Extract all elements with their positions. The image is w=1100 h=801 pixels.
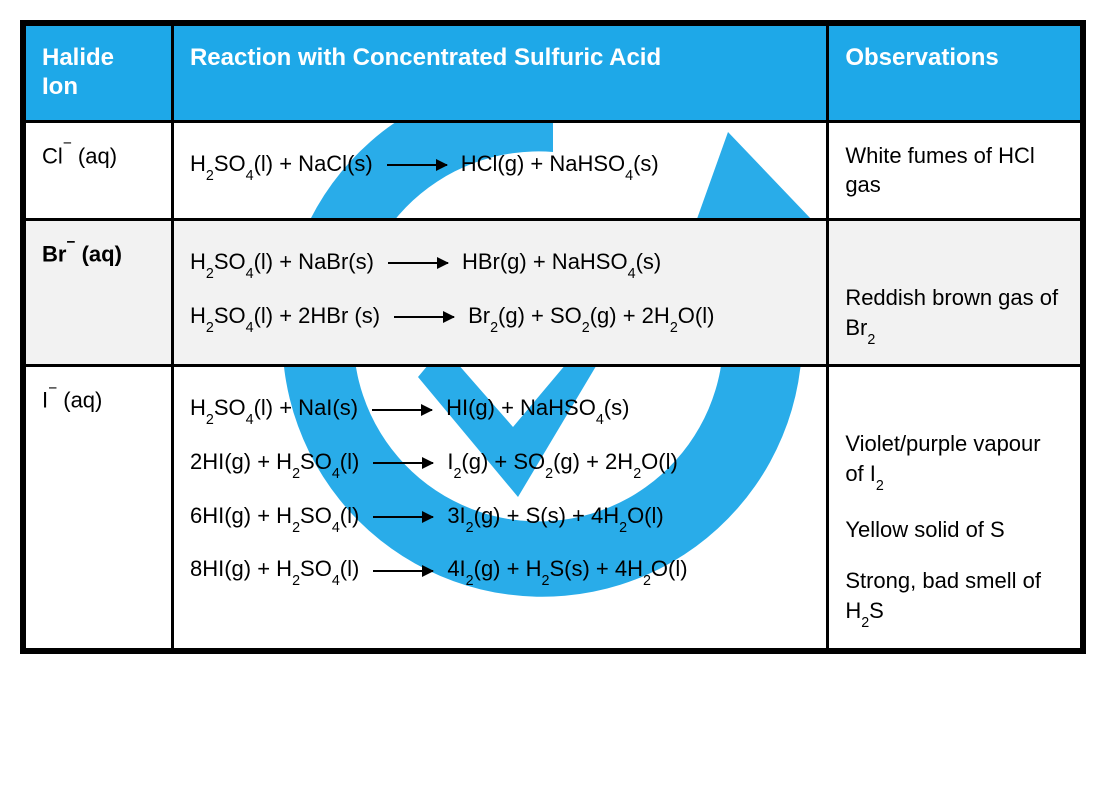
equation-line: 8HI(g) + H2SO4(l)4I2(g) + H2S(s) + 4H2O(… (190, 554, 810, 588)
reaction-arrow-icon (394, 316, 454, 318)
equation-line: 2HI(g) + H2SO4(l)I2(g) + SO2(g) + 2H2O(l… (190, 447, 810, 481)
halide-table-container: Halide Ion Reaction with Concentrated Su… (20, 20, 1086, 654)
reaction-arrow-icon (372, 409, 432, 411)
table-body: Cl− (aq) H2SO4(l) + NaCl(s)HCl(g) + NaHSO… (25, 121, 1082, 649)
cell-halide-ion: I− (aq) (25, 366, 173, 649)
cell-observations: Reddish brown gas of Br2 (828, 219, 1082, 365)
cell-halide-ion: Cl− (aq) (25, 121, 173, 219)
observation-text: Reddish brown gas of Br2 (845, 283, 1064, 346)
cell-reaction: H2SO4(l) + NaCl(s)HCl(g) + NaHSO4(s) (172, 121, 827, 219)
reaction-arrow-icon (373, 462, 433, 464)
reaction-arrow-icon (373, 570, 433, 572)
equation-line: H2SO4(l) + NaI(s)HI(g) + NaHSO4(s) (190, 393, 810, 427)
cell-reaction: H2SO4(l) + NaI(s)HI(g) + NaHSO4(s) 2HI(g)… (172, 366, 827, 649)
cell-observations: White fumes of HCl gas (828, 121, 1082, 219)
equation-line: 6HI(g) + H2SO4(l)3I2(g) + S(s) + 4H2O(l) (190, 501, 810, 535)
observation-text: Violet/purple vapour of I2 (845, 429, 1064, 492)
reaction-arrow-icon (387, 164, 447, 166)
observation-text: White fumes of HCl gas (845, 141, 1064, 200)
cell-observations: Violet/purple vapour of I2 Yellow solid o… (828, 366, 1082, 649)
reaction-arrow-icon (388, 262, 448, 264)
table-row: Br− (aq)H2SO4(l) + NaBr(s)HBr(g) + NaHSO… (25, 219, 1082, 365)
th-observations: Observations (828, 25, 1082, 122)
reaction-arrow-icon (373, 516, 433, 518)
observation-text: Yellow solid of S (845, 515, 1064, 545)
equation-line: H2SO4(l) + NaCl(s)HCl(g) + NaHSO4(s) (190, 149, 810, 183)
th-reaction: Reaction with Concentrated Sulfuric Acid (172, 25, 827, 122)
observation-text (845, 385, 1064, 429)
cell-reaction: H2SO4(l) + NaBr(s)HBr(g) + NaHSO4(s) H2SO… (172, 219, 827, 365)
halide-reactions-table: Halide Ion Reaction with Concentrated Su… (23, 23, 1083, 651)
observation-text: Strong, bad smell of H2S (845, 566, 1064, 629)
equation-line: H2SO4(l) + 2HBr (s)Br2(g) + SO2(g) + 2H2… (190, 301, 810, 335)
observation-text (845, 239, 1064, 283)
equation-line: H2SO4(l) + NaBr(s)HBr(g) + NaHSO4(s) (190, 247, 810, 281)
th-halide-ion: Halide Ion (25, 25, 173, 122)
table-row: Cl− (aq) H2SO4(l) + NaCl(s)HCl(g) + NaHSO… (25, 121, 1082, 219)
table-row: I− (aq)H2SO4(l) + NaI(s)HI(g) + NaHSO4(s… (25, 366, 1082, 649)
cell-halide-ion: Br− (aq) (25, 219, 173, 365)
